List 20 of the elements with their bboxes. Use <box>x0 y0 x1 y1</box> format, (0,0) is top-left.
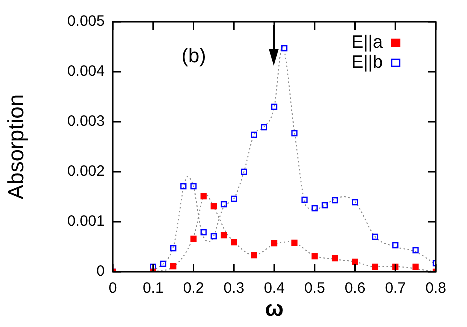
y-axis-title: Absorption <box>3 94 28 200</box>
x-tick-label: 0 <box>108 280 118 298</box>
y-tick-label: 0.004 <box>67 63 105 80</box>
x-tick-label: 0.6 <box>344 280 366 298</box>
x-tick-label: 0.7 <box>385 280 406 298</box>
legend-label: E||a <box>352 32 384 52</box>
x-tick-label: 0.5 <box>304 280 326 298</box>
legend-label: E||b <box>352 52 383 72</box>
y-tick-label: 0.001 <box>67 213 105 230</box>
x-tick-label: 0.8 <box>426 280 446 298</box>
x-axis-title: ω <box>265 296 284 321</box>
x-tick-label: 0.3 <box>224 280 245 298</box>
x-tick-label: 0.1 <box>142 280 164 298</box>
x-tick-label: 0.4 <box>264 280 285 298</box>
y-tick-label: 0 <box>96 263 105 280</box>
y-tick-label: 0.003 <box>67 113 105 130</box>
annotation: (b) <box>182 46 206 68</box>
x-tick-label: 0.2 <box>183 280 204 298</box>
y-tick-label: 0.002 <box>67 163 105 180</box>
y-tick-label: 0.005 <box>67 13 105 30</box>
